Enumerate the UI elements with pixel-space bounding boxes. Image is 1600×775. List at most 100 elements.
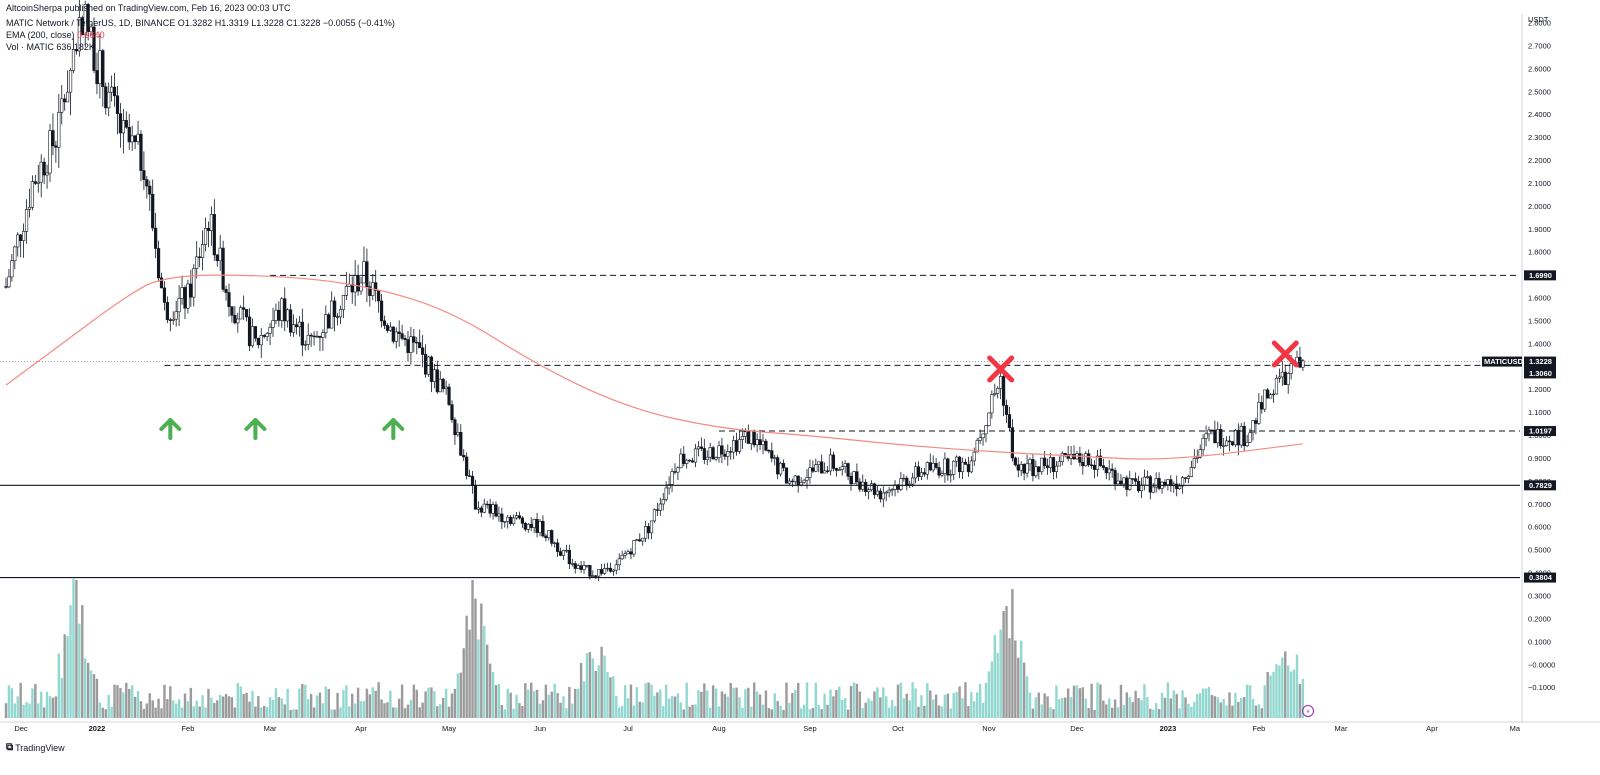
candle-body [268, 326, 272, 334]
candle-body [491, 504, 495, 514]
volume-bar [424, 691, 427, 718]
volume-bar [797, 682, 800, 718]
volume-bar [817, 704, 820, 718]
candle-body [996, 388, 1000, 394]
volume-bar [400, 684, 404, 718]
volume-bar [415, 689, 418, 718]
volume-bar [456, 673, 460, 718]
volume-bar [882, 687, 885, 718]
price-tick-label: 0.5000 [1528, 546, 1551, 555]
volume-bar [28, 703, 31, 718]
volume-bar [1122, 704, 1126, 718]
candle-body [36, 181, 40, 184]
candle-body [312, 335, 316, 338]
candle-body [940, 473, 944, 476]
volume-bar [1225, 705, 1228, 718]
candle-body [110, 86, 114, 93]
volume-bar [512, 708, 515, 718]
price-tag [1524, 368, 1556, 379]
volume-bar [685, 682, 688, 718]
volume-bar [1181, 690, 1184, 718]
candle-body [409, 336, 413, 353]
volume-bar [738, 697, 741, 718]
candle-body [318, 335, 322, 338]
ema-legend[interactable]: EMA (200, close) 0.9640 [6, 29, 105, 41]
candle-body [934, 463, 938, 468]
candle-body [315, 335, 319, 338]
volume-bar [1160, 692, 1164, 718]
volume-bar [468, 629, 471, 718]
volume-bar [638, 701, 641, 718]
candle-body [846, 463, 850, 477]
volume-bar [286, 688, 289, 718]
volume-bar [491, 671, 495, 718]
candle-body [761, 440, 765, 445]
candle-body [720, 445, 724, 455]
candle-body [591, 575, 595, 577]
candle-body [561, 549, 566, 556]
volume-bar [506, 688, 509, 718]
price-tick-label: 0.7000 [1528, 500, 1551, 509]
candle-body [45, 172, 49, 176]
volume-bar [1116, 707, 1120, 718]
volume-legend[interactable]: Vol · MATIC 636.182K [6, 41, 95, 53]
candle-body [890, 489, 894, 491]
volume-bar [1257, 704, 1261, 718]
price-tag-label: 1.3228 [1529, 357, 1552, 366]
volume-bar [72, 578, 75, 718]
candle-body [734, 440, 739, 452]
candle-body [514, 515, 519, 519]
candle-body [377, 290, 381, 302]
candle-body [1092, 464, 1097, 470]
candle-body [629, 551, 633, 555]
volume-bar [767, 708, 771, 718]
volume-bar [788, 703, 791, 718]
candle-body [1010, 427, 1014, 459]
price-tick-label: 1.4000 [1528, 339, 1551, 348]
volume-bar [958, 686, 961, 718]
candle-body [746, 431, 750, 444]
candle-body [1213, 429, 1217, 444]
volume-bar [574, 688, 577, 718]
volume-bar [1061, 698, 1064, 718]
volume-bar [970, 692, 973, 718]
volume-bar [377, 682, 380, 718]
candle-body [972, 451, 976, 462]
price-tick-label: 1.9000 [1528, 225, 1551, 234]
candle-body [39, 161, 43, 183]
volume-bar [430, 687, 433, 718]
volume-bar [547, 694, 551, 718]
candle-body [1236, 430, 1240, 446]
volume-bar [606, 671, 609, 718]
volume-bar [659, 689, 662, 718]
candle-body [118, 113, 123, 134]
candle-body [779, 462, 783, 475]
symbol-legend[interactable]: MATIC Network / TetherUS, 1D, BINANCE O1… [6, 18, 395, 28]
volume-bar [805, 682, 809, 718]
lightning-icon[interactable] [1302, 705, 1314, 717]
volume-bar [142, 709, 146, 718]
volume-bar [961, 698, 964, 718]
volume-bar [1128, 697, 1131, 718]
candle-body [24, 209, 29, 232]
time-axis[interactable]: Dec 2022 Feb Mar Apr May Jun Jul Aug Sep Oct Nov Dec… [14, 724, 1520, 733]
time-tick-label: Ma [1510, 724, 1521, 733]
volume-bar [1034, 697, 1038, 718]
candle-body [790, 480, 794, 483]
volume-bar [761, 704, 765, 718]
candle-body [726, 451, 730, 457]
volume-bar [541, 700, 545, 718]
volume-bar [113, 684, 116, 718]
volume-bar [195, 700, 198, 718]
volume-bar [497, 683, 501, 718]
volume-bar [752, 682, 756, 718]
price-tick-label: 1.6000 [1528, 294, 1551, 303]
volume-bar [946, 693, 950, 718]
volume-bar [1263, 685, 1266, 718]
tradingview-logo[interactable]: ⧉ TradingView [6, 742, 65, 753]
price-axis[interactable]: 2.8000 2.7000 2.6000 2.5000 2.4000 2.3000 2.20… [1528, 19, 1555, 693]
volume-bar [104, 709, 107, 718]
volume-bar [180, 707, 184, 718]
volume-bar [295, 709, 298, 718]
